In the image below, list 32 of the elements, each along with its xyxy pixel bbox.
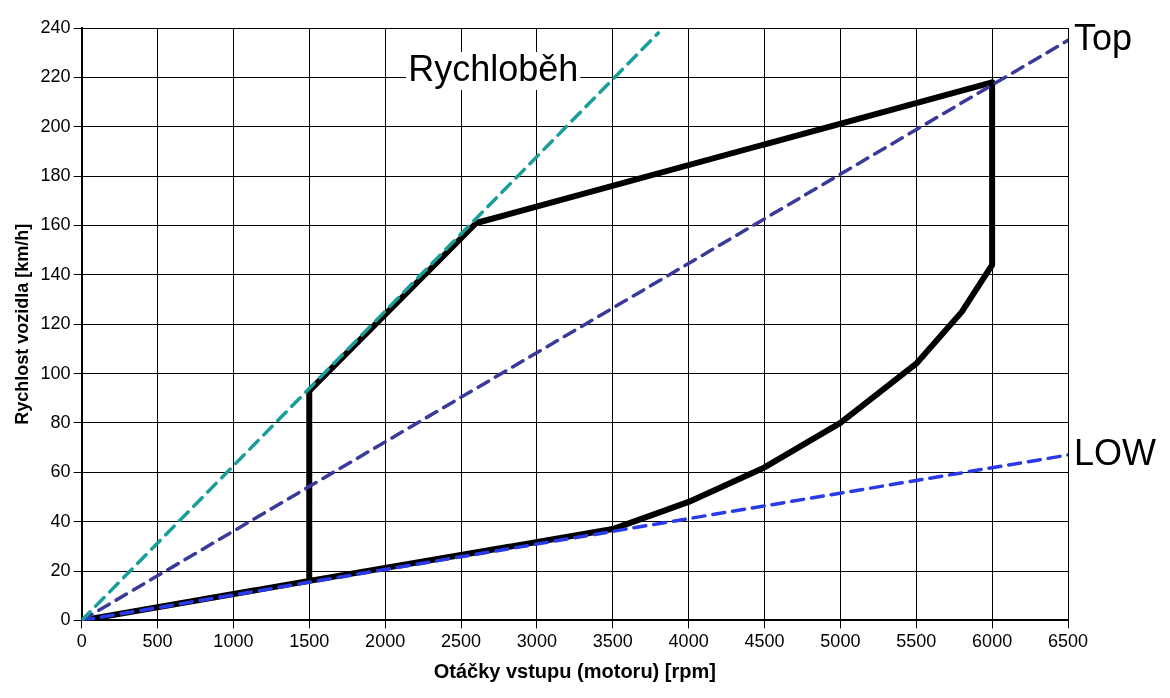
y-tick-label: 120 (40, 313, 71, 334)
y-tick-label: 80 (50, 411, 71, 432)
y-tick-label: 60 (50, 461, 71, 482)
x-tick-label: 0 (76, 631, 87, 652)
x-tick-label: 3500 (592, 631, 633, 652)
series-label: Top (1074, 17, 1133, 59)
series-label: LOW (1074, 431, 1157, 473)
y-axis-title: Rychlost vozidla [km/h] (11, 223, 32, 425)
y-tick-label: 180 (40, 165, 71, 186)
y-tick-label: 200 (40, 115, 71, 136)
y-tick-label: 100 (40, 362, 71, 383)
series-label: Rychloběh (408, 47, 579, 89)
y-tick-label: 40 (50, 510, 71, 531)
y-tick-label: 220 (40, 66, 71, 87)
y-tick-label: 0 (60, 609, 71, 630)
x-axis-title: Otáčky vstupu (motoru) [rpm] (433, 659, 716, 682)
y-tick-label: 20 (50, 560, 71, 580)
x-tick-label: 6000 (972, 631, 1013, 652)
x-tick-label: 2500 (440, 631, 482, 652)
x-tick-label: 6500 (1047, 631, 1089, 652)
x-tick-label: 2000 (365, 631, 406, 652)
y-tick-label: 240 (40, 16, 71, 37)
x-tick-label: 1500 (289, 631, 330, 652)
x-tick-label: 5500 (896, 631, 937, 652)
x-tick-label: 4000 (668, 631, 709, 652)
x-tick-label: 5000 (820, 631, 861, 652)
x-tick-label: 1000 (213, 631, 254, 652)
x-tick-label: 4500 (744, 631, 785, 652)
y-tick-label: 140 (40, 263, 71, 284)
x-tick-label: 3000 (516, 631, 557, 652)
y-tick-label: 160 (40, 214, 71, 235)
x-tick-label: 500 (142, 631, 173, 652)
